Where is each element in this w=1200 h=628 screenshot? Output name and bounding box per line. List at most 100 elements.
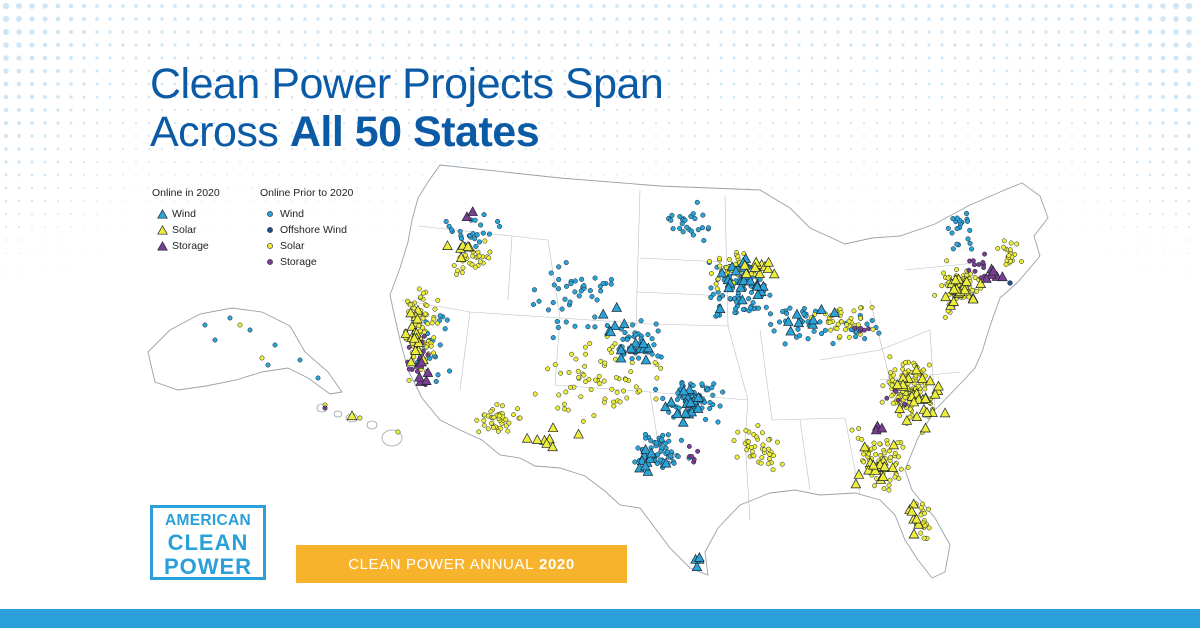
background-dot [5, 252, 7, 254]
background-dot [719, 69, 723, 73]
wind-prior-marker [747, 305, 754, 311]
background-dot [42, 3, 48, 9]
wind-prior-marker [592, 275, 598, 281]
solar-prior-marker [455, 268, 461, 274]
background-dot [941, 187, 943, 189]
background-dot [784, 43, 788, 47]
background-dot [278, 148, 280, 150]
background-dot [706, 82, 710, 86]
background-dot [43, 199, 47, 203]
background-dot [433, 4, 437, 8]
background-dot [212, 17, 216, 21]
background-dot [693, 95, 697, 99]
storage-2020-marker [422, 367, 434, 377]
background-dot [43, 160, 47, 164]
background-dot [706, 121, 710, 125]
background-dot [1149, 239, 1151, 241]
background-dot [329, 4, 333, 8]
background-dot [927, 56, 931, 60]
wind-2020-marker [684, 384, 695, 394]
solar-prior-marker [869, 304, 875, 310]
background-dot [355, 95, 359, 99]
background-dot [589, 82, 593, 86]
wind-prior-marker [655, 452, 661, 458]
background-dot [862, 95, 866, 99]
background-dot [239, 213, 241, 215]
background-dot [174, 148, 176, 150]
wind-2020-marker [640, 460, 651, 471]
background-dot [147, 4, 151, 8]
background-dot [771, 30, 775, 34]
solar-prior-marker [900, 366, 906, 372]
background-dot [31, 252, 33, 254]
background-dot [667, 121, 671, 125]
background-dot [381, 95, 385, 99]
wind-prior-marker [597, 283, 603, 289]
wind-prior-marker [669, 212, 675, 218]
background-dot [824, 174, 826, 176]
background-dot [875, 134, 879, 138]
background-dot [550, 4, 554, 8]
background-dot [30, 212, 34, 216]
background-dot [979, 108, 983, 112]
solar-2020-marker [950, 274, 961, 285]
background-dot [525, 161, 527, 163]
background-dot [1123, 252, 1125, 254]
background-dot [343, 174, 345, 176]
background-dot [381, 134, 385, 138]
background-dot [629, 148, 631, 150]
background-dot [979, 43, 983, 47]
background-dot [225, 69, 229, 73]
wind-prior-marker [657, 457, 663, 463]
background-dot [160, 56, 164, 60]
background-dot [850, 174, 852, 176]
background-dot [30, 199, 34, 203]
background-dot [109, 213, 111, 215]
background-dot [3, 94, 9, 100]
background-dot [849, 82, 853, 86]
background-dot [589, 43, 593, 47]
background-dot [447, 148, 449, 150]
background-dot [96, 252, 98, 254]
background-dot [485, 17, 489, 21]
background-dot [420, 56, 424, 60]
background-dot [1083, 95, 1087, 99]
solar-prior-marker [902, 360, 908, 365]
background-dot [732, 82, 736, 86]
background-dot [355, 82, 359, 86]
wind-2020-marker [645, 447, 657, 458]
background-dot [70, 239, 72, 241]
wind-prior-marker [649, 336, 655, 342]
background-dot [525, 148, 527, 150]
solar-prior-marker [849, 427, 855, 433]
background-dot [460, 148, 462, 150]
background-dot [953, 108, 957, 112]
background-dot [823, 95, 827, 99]
background-dot [160, 121, 164, 125]
background-dot [395, 148, 397, 150]
background-dot [356, 174, 358, 176]
background-dot [862, 4, 866, 8]
background-dot [706, 134, 710, 138]
background-dot [329, 121, 333, 125]
background-dot [759, 174, 761, 176]
background-dot [29, 68, 35, 74]
hawaii-island [366, 420, 378, 430]
solar-2020-marker [920, 392, 931, 403]
wind-prior-marker [864, 321, 870, 327]
background-dot [134, 4, 138, 8]
background-dot [1135, 95, 1139, 99]
background-dot [1084, 161, 1086, 163]
solar-prior-marker [895, 440, 901, 446]
background-dot [628, 69, 632, 73]
background-dot [954, 200, 956, 202]
wind-dot-icon [260, 210, 280, 218]
wind-prior-marker [572, 289, 578, 295]
background-dot [680, 134, 684, 138]
background-dot [1057, 43, 1061, 47]
solar-2020-marker [892, 379, 903, 389]
background-dot [1096, 43, 1100, 47]
background-dot [69, 173, 73, 177]
background-dot [329, 108, 333, 112]
legend-item-storage-2020: Storage [152, 238, 292, 254]
